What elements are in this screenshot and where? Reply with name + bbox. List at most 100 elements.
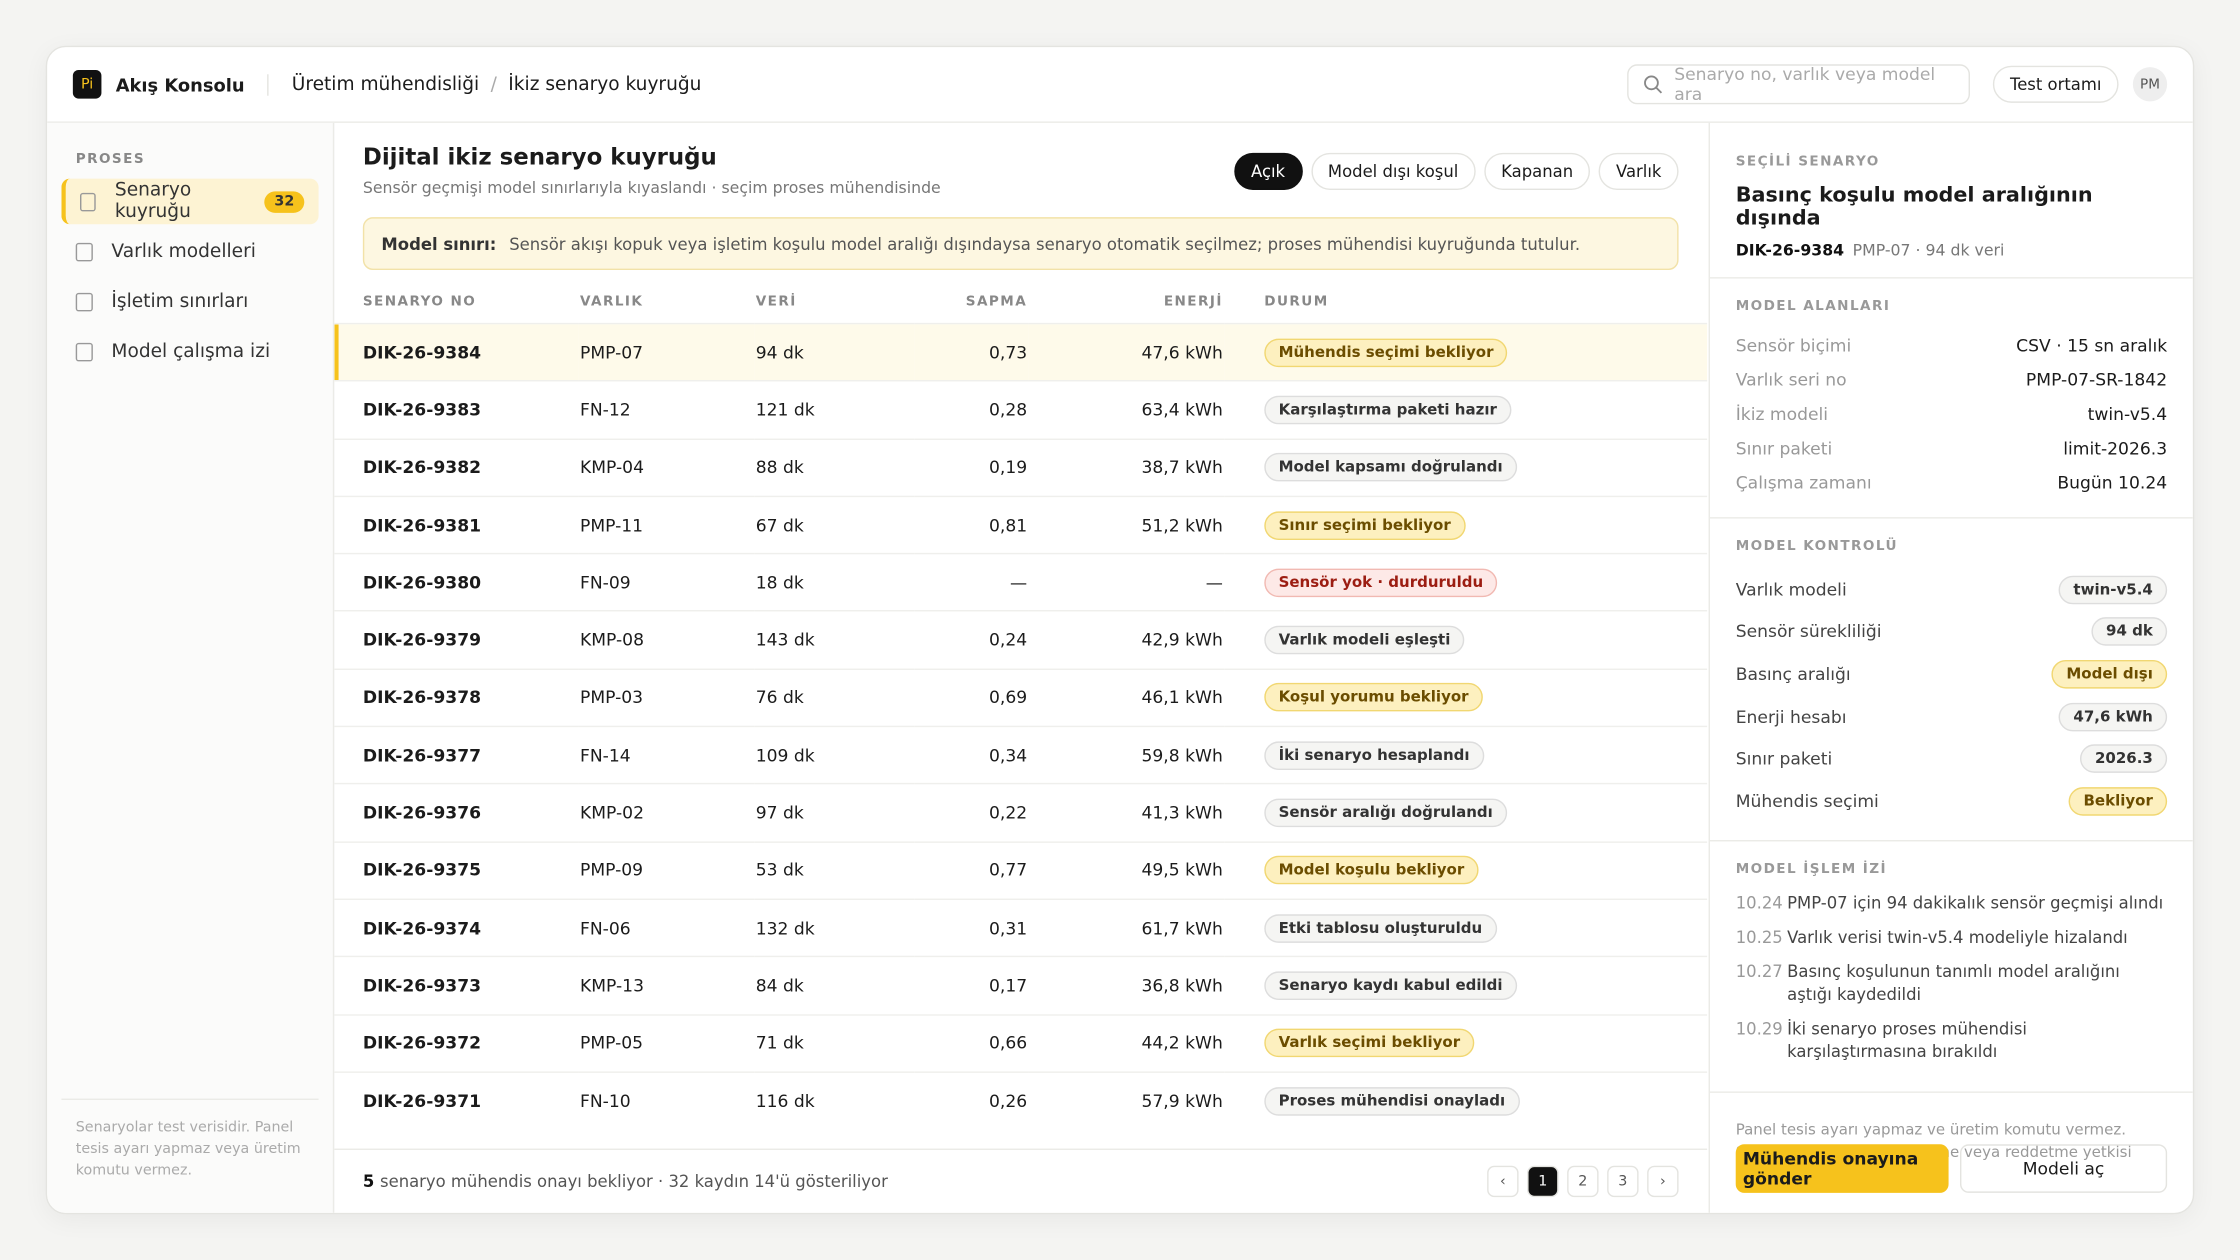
cell-data: 109 dk: [754, 725, 915, 785]
status-pill: Varlık modeli eşleşti: [1264, 625, 1465, 655]
notice: Model sınırı: Sensör akışı kopuk veya işl…: [362, 217, 1679, 270]
cell-asset: FN-14: [578, 725, 755, 785]
cell-data: 76 dk: [754, 668, 915, 727]
cell-asset: KMP-08: [578, 610, 755, 669]
table-row[interactable]: DIK-26-9372 PMP-05 71 dk 0,66 44,2 kWh Varlık…: [334, 1013, 1708, 1072]
avatar[interactable]: PM: [2132, 67, 2168, 102]
nav-icon: [75, 242, 93, 261]
check-row: Sensör sürekliliği 94 dk: [1736, 611, 2168, 653]
cell-status: Sınır seçimi bekliyor: [1224, 495, 1708, 554]
cell-id: DIK-26-9380: [334, 553, 579, 612]
table-row[interactable]: DIK-26-9381 PMP-11 67 dk 0,81 51,2 kWh Sınır …: [334, 495, 1708, 554]
page-button[interactable]: 1: [1527, 1165, 1559, 1198]
notice-text: Sensör akışı kopuk veya işletim koşulu m…: [509, 233, 1581, 254]
table-row[interactable]: DIK-26-9378 PMP-03 76 dk 0,69 46,1 kWh Koşul …: [334, 668, 1708, 727]
column-header: SAPMA: [965, 293, 1028, 310]
cell-status: Senaryo kaydı kabul edildi: [1224, 956, 1708, 1015]
main: Dijital ikiz senaryo kuyruğu Sensör geçm…: [334, 123, 1708, 1213]
nav-item[interactable]: İşletim sınırları: [61, 279, 318, 325]
nav-item[interactable]: Senaryo kuyruğu 32: [61, 178, 319, 225]
header-row: SENARYO NO VARLIK VERİ SAPMA ENERJİ DURUM: [334, 280, 1707, 324]
nav-icon: [79, 192, 97, 211]
field-row: Sensör biçimi CSV · 15 sn aralık: [1736, 329, 2167, 363]
field-value: twin-v5.4: [2087, 404, 2168, 425]
page-button[interactable]: ›: [1647, 1165, 1679, 1198]
table-row[interactable]: DIK-26-9379 KMP-08 143 dk 0,24 42,9 kWh Varlı…: [334, 610, 1708, 669]
breadcrumb[interactable]: Üretim mühendisliği: [291, 73, 480, 95]
cell-id: DIK-26-9382: [334, 437, 579, 497]
cell-status: Varlık seçimi bekliyor: [1224, 1013, 1708, 1072]
check-label: Sınır paketi: [1735, 748, 1833, 769]
page-button[interactable]: ‹: [1487, 1165, 1519, 1198]
cell-energy: 61,7 kWh: [1028, 898, 1225, 957]
filter-chip[interactable]: Model dışı koşul: [1310, 152, 1476, 190]
table-row[interactable]: DIK-26-9376 KMP-02 97 dk 0,22 41,3 kWh Sensör…: [334, 783, 1708, 842]
log-row: 10.24 PMP-07 için 94 dakikalık sensör geç…: [1736, 891, 2167, 914]
cell-status: Sensör aralığı doğrulandı: [1224, 783, 1708, 842]
nav-item[interactable]: Varlık modelleri: [61, 229, 318, 275]
search-box[interactable]: Senaryo no, varlık veya model ara: [1627, 64, 1970, 105]
log-text: İki senaryo proses mühendisi karşılaştır…: [1787, 1017, 2027, 1061]
field-label: Sınır paketi: [1735, 438, 1833, 459]
cell-dev: —: [914, 553, 1029, 612]
cell-data: 94 dk: [754, 322, 915, 382]
page-button[interactable]: 3: [1607, 1165, 1639, 1198]
cell-energy: 49,5 kWh: [1028, 840, 1225, 900]
cell-dev: 0,69: [914, 668, 1029, 727]
cell-id: DIK-26-9372: [334, 1013, 579, 1072]
table-row[interactable]: DIK-26-9374 FN-06 132 dk 0,31 61,7 kWh Etki t…: [334, 898, 1708, 957]
send-button[interactable]: Mühendis onayına gönder: [1735, 1144, 1949, 1193]
field-label: İkiz modeli: [1735, 404, 1829, 425]
field-value: Bugün 10.24: [2057, 472, 2168, 493]
cell-dev: 0,73: [914, 322, 1029, 382]
filter-chip[interactable]: Varlık: [1598, 152, 1679, 190]
nav-item[interactable]: Model çalışma izi: [61, 329, 318, 375]
column-header: VERİ: [755, 293, 797, 310]
table-row[interactable]: DIK-26-9371 FN-10 116 dk 0,26 57,9 kWh Proses…: [334, 1071, 1708, 1129]
search-placeholder: Senaryo no, varlık veya model ara: [1674, 64, 1936, 105]
table-body: DIK-26-9384 PMP-07 94 dk 0,73 47,6 kWh Mühend…: [334, 322, 1708, 1129]
nav-label: Model çalışma izi: [111, 340, 271, 363]
breadcrumb: İkiz senaryo kuyruğu: [508, 73, 702, 95]
table-row[interactable]: DIK-26-9373 KMP-13 84 dk 0,17 36,8 kWh Senary…: [334, 956, 1708, 1015]
cell-energy: 63,4 kWh: [1028, 380, 1225, 439]
cell-energy: 46,1 kWh: [1028, 668, 1225, 727]
filter-chip[interactable]: Kapanan: [1484, 152, 1591, 190]
check-pill: 47,6 kWh: [2059, 702, 2168, 731]
open-model-button[interactable]: Modeli aç: [1959, 1144, 2168, 1193]
status-pill: Varlık seçimi bekliyor: [1264, 1028, 1475, 1058]
table-row[interactable]: DIK-26-9375 PMP-09 53 dk 0,77 49,5 kWh Model …: [334, 840, 1708, 900]
app-window: Pi Akış Konsolu Üretim mühendisliği / İkiz…: [45, 45, 2195, 1215]
cell-asset: PMP-07: [578, 322, 755, 382]
table-row[interactable]: DIK-26-9384 PMP-07 94 dk 0,73 47,6 kWh Mühend…: [334, 322, 1708, 382]
app-name[interactable]: Akış Konsolu: [116, 73, 269, 95]
section-heading: MODEL KONTROLÜ: [1735, 538, 1898, 555]
cell-dev: 0,81: [914, 495, 1029, 554]
check-label: Mühendis seçimi: [1735, 791, 1879, 812]
scenario-table: SENARYO NO VARLIK VERİ SAPMA ENERJİ DURUM DIK-…: [334, 280, 1708, 1129]
log-text: Varlık verisi twin-v5.4 modeliyle hizala…: [1787, 926, 2128, 947]
cell-id: DIK-26-9373: [334, 956, 579, 1015]
cell-asset: PMP-11: [578, 495, 755, 554]
table-row[interactable]: DIK-26-9383 FN-12 121 dk 0,28 63,4 kWh Karşıl…: [334, 380, 1708, 439]
cell-dev: 0,77: [914, 840, 1029, 900]
cell-status: Model koşulu bekliyor: [1224, 840, 1708, 900]
field-row: Çalışma zamanı Bugün 10.24: [1736, 466, 2167, 500]
table-row[interactable]: DIK-26-9380 FN-09 18 dk — — Sensör yok · durd…: [334, 553, 1708, 612]
sidebar: PROSES Senaryo kuyruğu 32 Varlık modelleri…: [47, 122, 335, 1213]
cell-energy: 57,9 kWh: [1028, 1071, 1225, 1129]
field-row: İkiz modeli twin-v5.4: [1736, 397, 2167, 431]
cell-asset: FN-06: [578, 898, 755, 957]
table-row[interactable]: DIK-26-9377 FN-14 109 dk 0,34 59,8 kWh İki se…: [334, 725, 1708, 785]
field-value: PMP-07-SR-1842: [2025, 369, 2168, 390]
page-button[interactable]: 2: [1567, 1165, 1599, 1198]
table-row[interactable]: DIK-26-9382 KMP-04 88 dk 0,19 38,7 kWh Model …: [334, 437, 1708, 497]
fields-block: MODEL ALANLARI Sensör biçimi CSV · 15 sn a…: [1709, 279, 2193, 519]
cell-asset: PMP-03: [578, 668, 755, 727]
status-pill: Model koşulu bekliyor: [1264, 856, 1479, 885]
log-block: MODEL İŞLEM İZİ 10.24 PMP-07 için 94 dakik…: [1709, 841, 2193, 1093]
env-button[interactable]: Test ortamı: [1992, 65, 2119, 103]
filter-chip[interactable]: Açık: [1233, 152, 1303, 190]
status-pill: Sensör aralığı doğrulandı: [1264, 798, 1508, 828]
log-text: Basınç koşulunun tanımlı model aralığını…: [1787, 960, 2120, 1004]
